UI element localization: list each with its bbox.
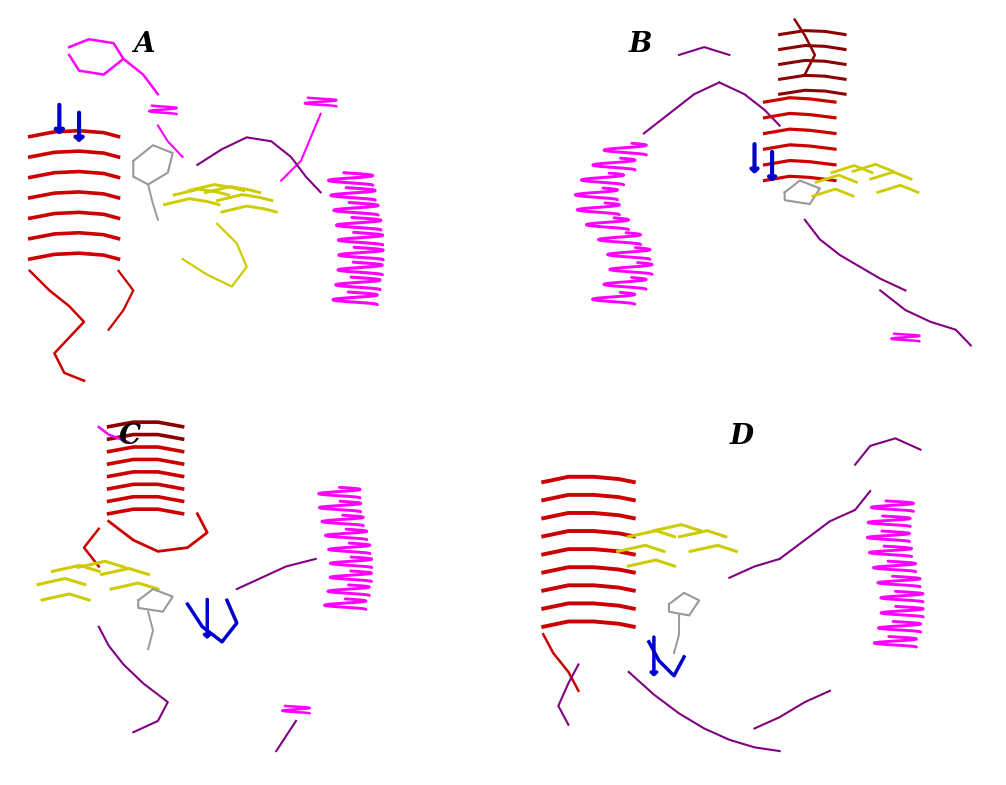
Text: D: D [729, 423, 753, 451]
Text: A: A [133, 31, 155, 58]
Text: C: C [119, 423, 141, 451]
Text: B: B [629, 31, 652, 58]
